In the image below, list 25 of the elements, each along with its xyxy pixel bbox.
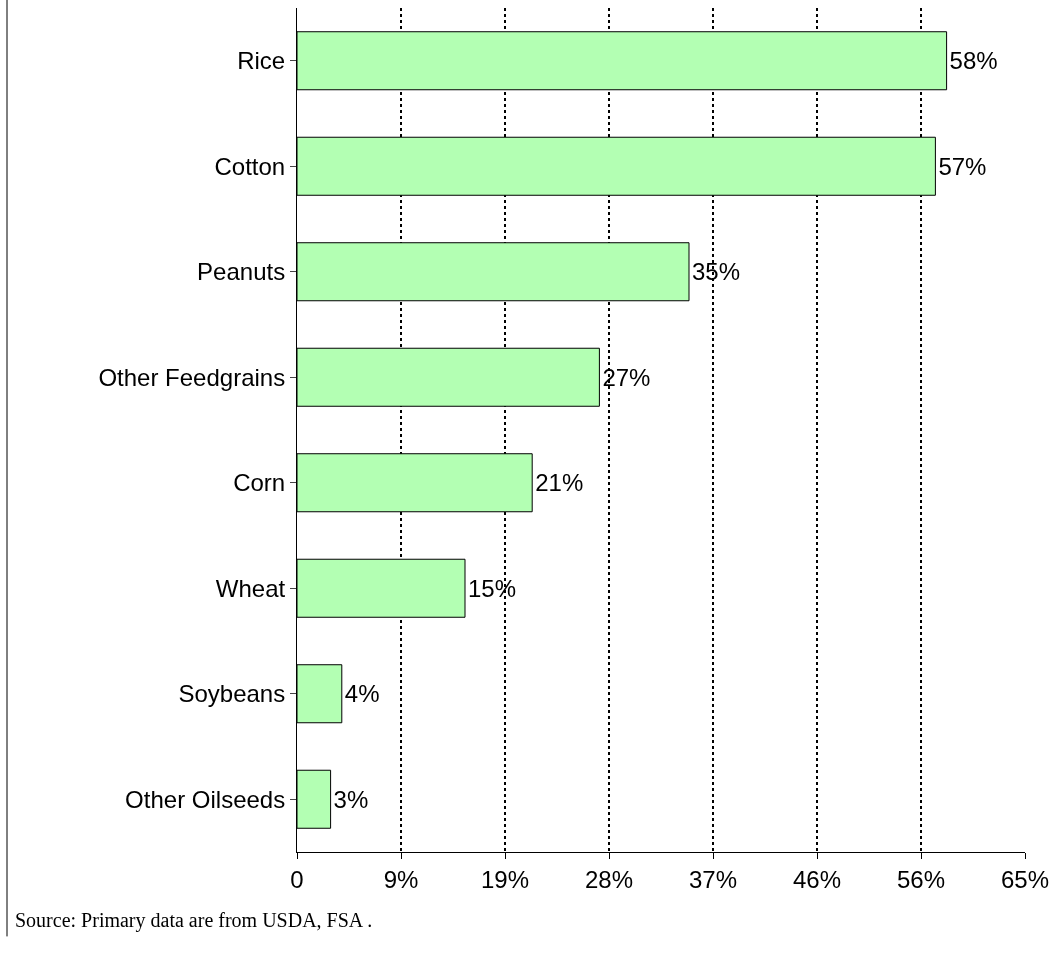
x-tick-label: 9% [383, 865, 419, 893]
y-tick-label: Soybeans [178, 680, 286, 708]
y-tick-label: Cotton [214, 152, 286, 180]
data-label: 15% [468, 574, 517, 602]
x-tick-label: 19% [480, 865, 530, 893]
y-tick-label: Wheat [215, 574, 286, 602]
data-label: 4% [344, 680, 380, 708]
x-tick-label: 0 [290, 865, 304, 893]
y-tick-label: Peanuts [197, 258, 286, 286]
data-label: 57% [938, 152, 987, 180]
data-label: 21% [535, 469, 584, 497]
y-tick-label: Rice [237, 47, 286, 75]
x-tick-label: 37% [688, 865, 738, 893]
data-label: 58% [949, 47, 998, 75]
x-tick-label: 56% [896, 865, 946, 893]
data-label: 35% [692, 258, 741, 286]
x-tick-label: 46% [792, 865, 842, 893]
source-note: Source: Primary data are from USDA, FSA . [15, 909, 373, 932]
y-tick-label: Corn [233, 469, 286, 497]
y-tick-label: Other Feedgrains [98, 363, 286, 391]
y-tick-label: Other Oilseeds [125, 785, 286, 813]
data-label: 3% [333, 785, 369, 813]
x-tick-label: 65% [1000, 865, 1050, 893]
data-label: 27% [602, 363, 651, 391]
x-tick-label: 28% [584, 865, 634, 893]
